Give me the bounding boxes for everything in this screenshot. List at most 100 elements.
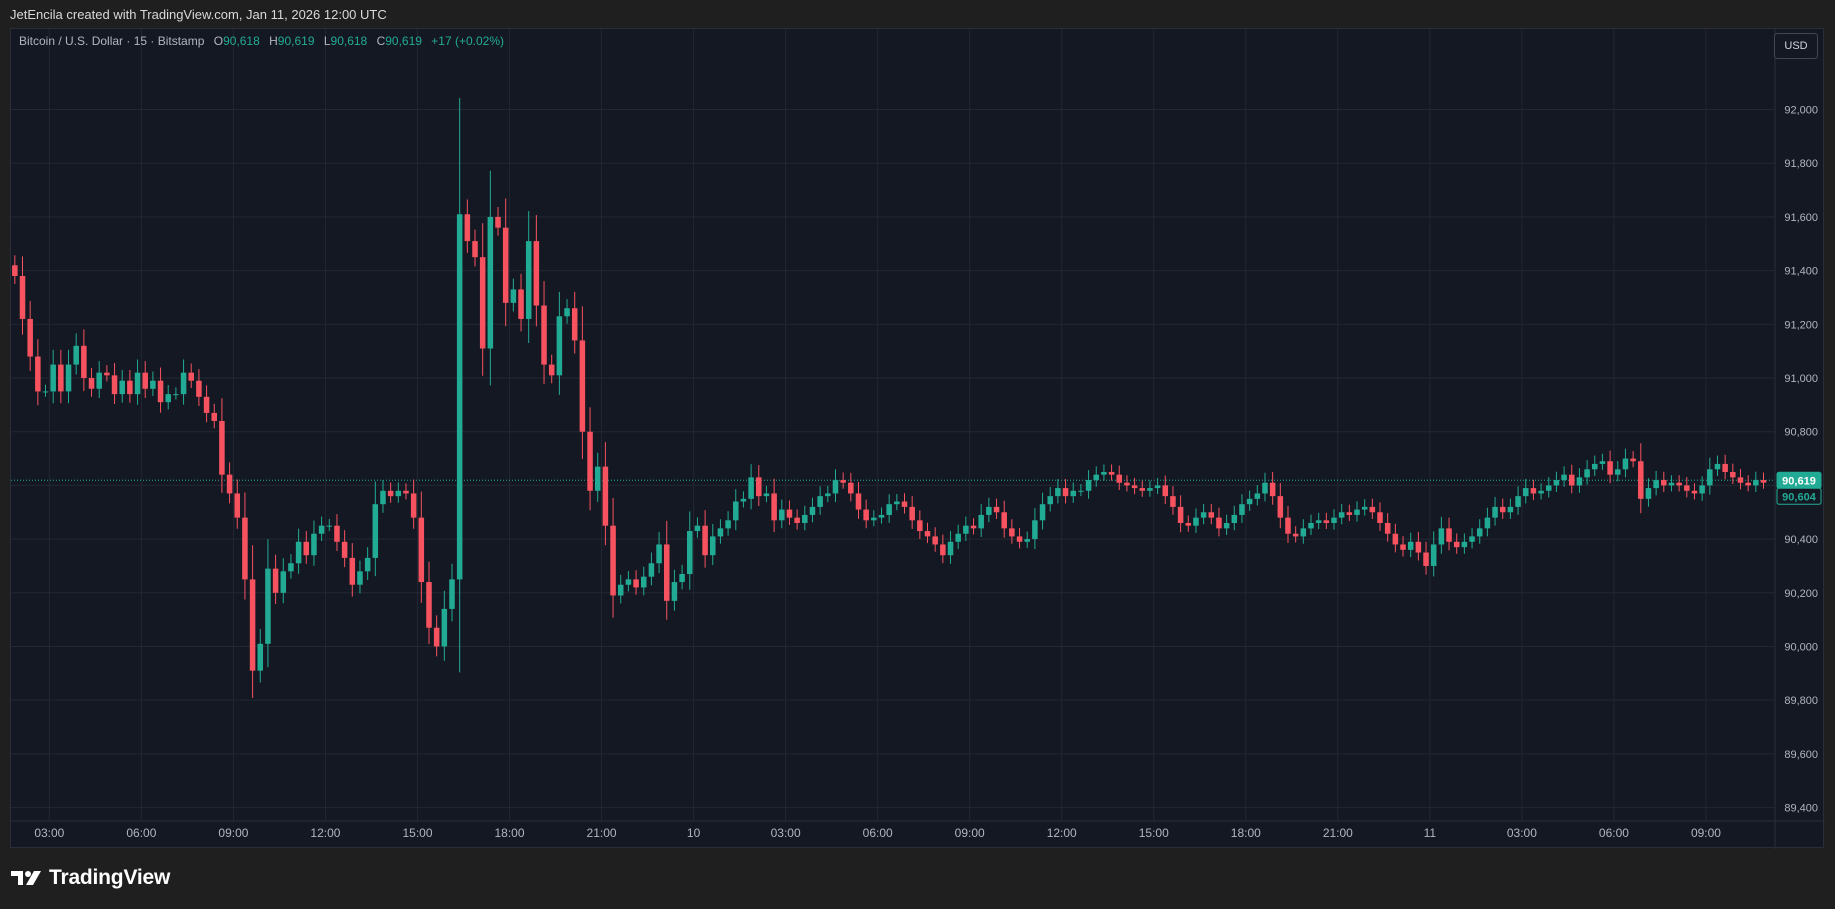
candle-body[interactable] bbox=[541, 305, 547, 365]
candle-body[interactable] bbox=[380, 490, 386, 505]
candle-body[interactable] bbox=[510, 289, 517, 303]
candle-body[interactable] bbox=[832, 480, 839, 494]
candle-body[interactable] bbox=[763, 493, 770, 497]
candle-body[interactable] bbox=[963, 525, 969, 534]
candle-body[interactable] bbox=[1522, 488, 1529, 497]
candle-body[interactable] bbox=[1292, 533, 1299, 537]
candle-body[interactable] bbox=[710, 536, 716, 556]
candle-body[interactable] bbox=[564, 308, 570, 317]
candle-body[interactable] bbox=[648, 563, 655, 577]
candle-body[interactable] bbox=[364, 557, 371, 572]
candle-body[interactable] bbox=[1239, 504, 1245, 515]
candle-body[interactable] bbox=[756, 477, 762, 497]
candle-body[interactable] bbox=[1553, 480, 1560, 486]
candle-body[interactable] bbox=[1622, 458, 1629, 470]
candle-body[interactable] bbox=[1576, 477, 1583, 486]
candle-body[interactable] bbox=[771, 493, 777, 521]
candle-body[interactable] bbox=[748, 477, 754, 499]
candle-body[interactable] bbox=[1193, 517, 1199, 526]
candlestick-chart[interactable]: 92,000 91,800 91,600 91,400 91,200 91,000 90,8… bbox=[11, 29, 1825, 849]
candle-body[interactable] bbox=[1346, 512, 1353, 515]
candle-body[interactable] bbox=[142, 372, 148, 389]
candle-body[interactable] bbox=[88, 378, 95, 389]
candle-body[interactable] bbox=[1676, 482, 1682, 486]
candle-body[interactable] bbox=[119, 380, 125, 395]
candle-body[interactable] bbox=[863, 509, 869, 521]
candle-body[interactable] bbox=[1369, 506, 1376, 513]
candle-body[interactable] bbox=[495, 216, 501, 228]
candle-body[interactable] bbox=[1599, 461, 1606, 464]
candle-body[interactable] bbox=[1661, 480, 1667, 486]
candle-body[interactable] bbox=[1047, 496, 1053, 505]
candle-body[interactable] bbox=[1147, 488, 1153, 491]
candle-body[interactable] bbox=[1377, 512, 1383, 523]
candle-body[interactable] bbox=[58, 364, 64, 392]
candle-body[interactable] bbox=[1545, 485, 1552, 491]
candle-body[interactable] bbox=[211, 412, 218, 421]
candle-body[interactable] bbox=[249, 579, 256, 671]
candle-body[interactable] bbox=[809, 506, 816, 515]
candle-body[interactable] bbox=[1707, 469, 1713, 486]
candle-body[interactable] bbox=[1538, 490, 1544, 494]
candle-body[interactable] bbox=[341, 541, 348, 558]
candle-body[interactable] bbox=[1561, 474, 1567, 481]
candle-body[interactable] bbox=[556, 316, 563, 376]
candle-body[interactable] bbox=[1476, 528, 1483, 537]
candle-body[interactable] bbox=[786, 509, 793, 518]
candle-body[interactable] bbox=[280, 571, 287, 593]
candle-body[interactable] bbox=[1315, 520, 1322, 523]
candle-body[interactable] bbox=[203, 396, 210, 413]
candle-body[interactable] bbox=[1093, 474, 1100, 481]
candle-body[interactable] bbox=[1730, 471, 1736, 478]
candle-body[interactable] bbox=[1223, 522, 1230, 529]
candle-body[interactable] bbox=[970, 525, 977, 529]
candle-body[interactable] bbox=[326, 525, 333, 527]
candle-body[interactable] bbox=[1714, 463, 1721, 470]
candle-body[interactable] bbox=[1492, 506, 1498, 518]
candle-body[interactable] bbox=[1407, 541, 1414, 550]
candle-body[interactable] bbox=[1753, 480, 1759, 486]
candle-body[interactable] bbox=[150, 380, 156, 389]
candle-body[interactable] bbox=[1722, 463, 1728, 472]
candle-body[interactable] bbox=[901, 501, 908, 507]
candle-body[interactable] bbox=[134, 372, 141, 395]
candle-body[interactable] bbox=[196, 380, 202, 397]
candle-body[interactable] bbox=[894, 501, 900, 505]
candle-body[interactable] bbox=[188, 372, 194, 381]
candle-body[interactable] bbox=[1124, 482, 1130, 486]
candle-body[interactable] bbox=[940, 544, 946, 556]
candle-body[interactable] bbox=[472, 241, 478, 258]
candle-body[interactable] bbox=[410, 493, 417, 518]
candle-body[interactable] bbox=[579, 340, 586, 432]
candle-body[interactable] bbox=[817, 496, 823, 507]
candle-body[interactable] bbox=[180, 372, 187, 395]
candle-body[interactable] bbox=[1269, 482, 1276, 497]
candle-body[interactable] bbox=[73, 345, 79, 365]
candle-body[interactable] bbox=[418, 517, 425, 583]
candle-body[interactable] bbox=[1400, 544, 1406, 550]
candle-body[interactable] bbox=[311, 533, 317, 556]
candle-body[interactable] bbox=[487, 216, 494, 349]
candle-body[interactable] bbox=[242, 517, 248, 580]
candle-body[interactable] bbox=[395, 490, 402, 497]
candle-body[interactable] bbox=[1331, 517, 1337, 523]
candle-body[interactable] bbox=[1338, 512, 1345, 518]
candle-body[interactable] bbox=[594, 466, 601, 491]
candle-body[interactable] bbox=[871, 517, 877, 521]
candle-body[interactable] bbox=[35, 356, 41, 392]
candle-body[interactable] bbox=[633, 579, 639, 588]
candle-body[interactable] bbox=[357, 571, 363, 585]
candle-body[interactable] bbox=[947, 541, 954, 556]
candle-body[interactable] bbox=[1415, 541, 1422, 553]
candle-body[interactable] bbox=[1039, 504, 1046, 521]
candle-body[interactable] bbox=[1630, 458, 1636, 462]
candle-body[interactable] bbox=[372, 504, 379, 558]
candle-body[interactable] bbox=[525, 241, 532, 319]
candle-body[interactable] bbox=[1515, 496, 1521, 507]
candle-body[interactable] bbox=[272, 568, 279, 593]
candle-body[interactable] bbox=[640, 576, 647, 588]
candle-body[interactable] bbox=[403, 490, 409, 494]
candle-body[interactable] bbox=[1760, 480, 1767, 483]
candle-body[interactable] bbox=[855, 493, 862, 510]
candle-body[interactable] bbox=[840, 480, 846, 483]
